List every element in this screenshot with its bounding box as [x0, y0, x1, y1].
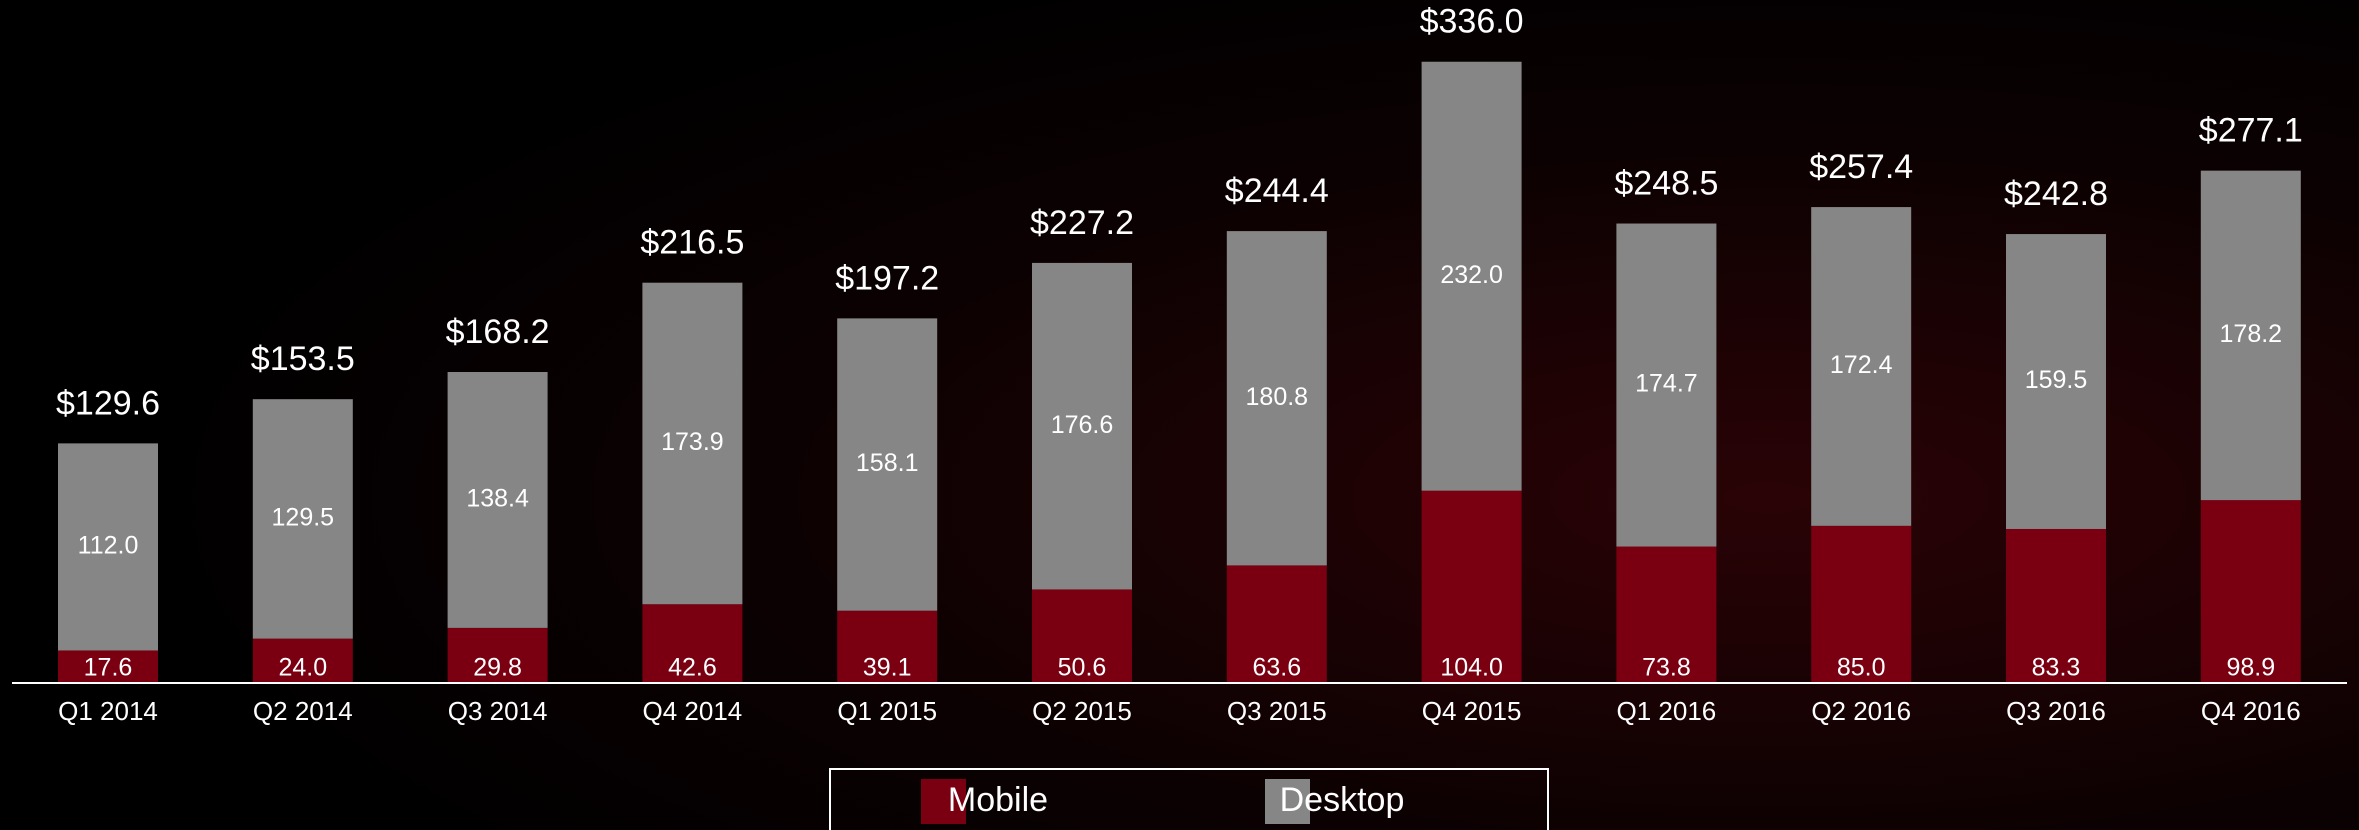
plot: 17.6 112.0 $129.6 Q1 2014 24.0 129.5 $153.5 Q2 … — [56, 3, 2303, 726]
bar-segment — [2200, 170, 2301, 501]
total-label: $248.5 — [1614, 165, 1718, 203]
bar-segment — [1811, 525, 1912, 683]
legend: Mobile Desktop — [921, 779, 1404, 824]
bar-segment — [1421, 490, 1522, 683]
x-tick-label: Q2 2016 — [1811, 696, 1911, 726]
x-tick-label: Q2 2014 — [253, 696, 353, 726]
segment-label: 63.6 — [1252, 654, 1301, 682]
bar-segment — [1421, 61, 1522, 491]
segment-label: 104.0 — [1440, 654, 1503, 682]
bar-segment — [837, 610, 938, 683]
bar-segment — [1616, 223, 1717, 547]
x-tick-label: Q4 2014 — [643, 696, 743, 726]
segment-label: 24.0 — [278, 654, 327, 682]
bar-segment — [2006, 528, 2106, 683]
segment-label: 29.8 — [473, 654, 522, 682]
bar-segment — [447, 627, 548, 683]
segment-label: 173.9 — [661, 428, 724, 456]
total-label: $168.2 — [446, 313, 550, 351]
segment-label: 172.4 — [1830, 351, 1893, 379]
x-tick-label: Q2 2015 — [1032, 696, 1132, 726]
total-label: $216.5 — [640, 224, 744, 262]
bar-segment — [1226, 231, 1327, 566]
legend-swatch — [921, 779, 966, 824]
bar-segment — [1226, 565, 1327, 683]
x-tick-label: Q1 2015 — [837, 696, 937, 726]
segment-label: 159.5 — [2025, 366, 2088, 394]
x-tick-label: Q1 2016 — [1617, 696, 1717, 726]
bar-segment — [642, 282, 743, 605]
segment-label: 50.6 — [1058, 654, 1107, 682]
legend-label: Mobile — [948, 781, 1048, 819]
bar-segment — [2006, 234, 2106, 529]
x-tick-label: Q1 2014 — [58, 696, 158, 726]
segment-label: 42.6 — [668, 654, 717, 682]
total-label: $227.2 — [1030, 204, 1134, 242]
bar-segment — [837, 318, 938, 611]
total-label: $197.2 — [835, 259, 939, 297]
segment-label: 232.0 — [1440, 261, 1503, 289]
segment-label: 158.1 — [856, 449, 919, 477]
segment-label: 176.6 — [1051, 411, 1114, 439]
total-label: $277.1 — [2199, 112, 2303, 150]
bar-segment — [252, 399, 353, 639]
total-label: $244.4 — [1225, 172, 1329, 210]
segment-label: 73.8 — [1642, 654, 1691, 682]
total-label: $242.8 — [2004, 175, 2108, 213]
total-label: $336.0 — [1420, 3, 1524, 41]
total-label: $153.5 — [251, 340, 355, 378]
segment-label: 129.5 — [272, 504, 335, 532]
bar-segment — [447, 371, 548, 628]
legend-label: Desktop — [1280, 781, 1405, 819]
segment-label: 98.9 — [2226, 654, 2275, 682]
total-label: $257.4 — [1809, 148, 1913, 186]
bar-segment — [1616, 546, 1717, 683]
x-tick-label: Q4 2015 — [1422, 696, 1522, 726]
bar-segment — [1811, 207, 1912, 526]
bar-segment — [252, 638, 353, 683]
x-tick-label: Q4 2016 — [2201, 696, 2301, 726]
segment-label: 17.6 — [84, 654, 133, 682]
bar-segment — [58, 443, 158, 651]
segment-label: 83.3 — [2032, 654, 2081, 682]
segment-label: 112.0 — [78, 532, 139, 560]
bar-segment — [642, 604, 743, 683]
legend-box — [829, 768, 1549, 830]
bar-segment — [1032, 589, 1132, 683]
bar-segment — [1032, 262, 1132, 590]
legend-swatch — [1265, 779, 1310, 824]
x-tick-label: Q3 2014 — [448, 696, 548, 726]
segment-label: 180.8 — [1246, 383, 1309, 411]
x-tick-label: Q3 2016 — [2006, 696, 2106, 726]
bar-segment — [2200, 500, 2301, 683]
segment-label: 39.1 — [863, 654, 912, 682]
segment-label: 174.7 — [1635, 370, 1698, 398]
segment-label: 178.2 — [2220, 320, 2283, 348]
segment-label: 85.0 — [1837, 654, 1886, 682]
bar-segment — [58, 650, 158, 683]
x-tick-label: Q3 2015 — [1227, 696, 1327, 726]
segment-label: 138.4 — [466, 485, 529, 513]
total-label: $129.6 — [56, 384, 160, 422]
